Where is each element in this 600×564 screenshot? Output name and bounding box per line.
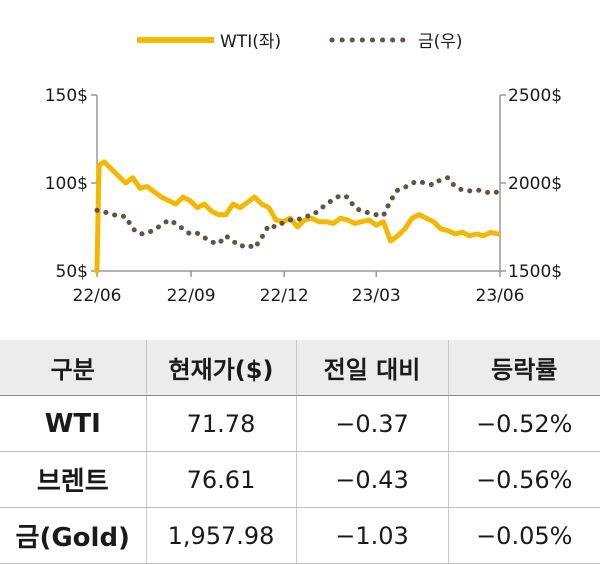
cell-change: −0.43 [295,451,448,508]
cell-change: −0.37 [295,395,448,452]
cell-change: −1.03 [295,507,448,564]
series-line-wti [94,159,501,274]
y-left-tick-label: 150$ [45,86,88,106]
price-table: 구분 현재가($) 전일 대비 등락률 WTI 71.78 −0.37 −0.5… [0,340,600,564]
table-row-wti: WTI 71.78 −0.37 −0.52% [0,395,600,452]
table-row-gold: 금(Gold) 1,957.98 −1.03 −0.05% [0,507,600,564]
x-tick-label: 22/06 [73,286,122,306]
table-row-brent: 브렌트 76.61 −0.43 −0.56% [0,451,600,508]
header-change: 전일 대비 [295,340,448,396]
chart-svg: 150$ 100$ 50$ 2500$ 2000$ 1500$ 22/06 22/09 22/1… [45,32,562,306]
legend-label-gold: 금(우) [418,32,463,52]
header-current-price: 현재가($) [145,340,296,396]
x-tick-label: 22/12 [260,286,309,306]
price-chart: 150$ 100$ 50$ 2500$ 2000$ 1500$ 22/06 22/09 22/1… [45,32,562,306]
header-category: 구분 [0,340,146,396]
series-line-gold [94,175,501,251]
x-tick-label: 23/06 [476,286,525,306]
x-tick-label: 23/03 [352,286,401,306]
cell-rate: −0.05% [447,507,600,564]
cell-rate: −0.56% [447,451,600,508]
y-right-tick-label: 1500$ [508,262,562,282]
y-right-tick-label: 2500$ [508,86,562,106]
row-label: WTI [0,395,146,452]
header-change-rate: 등락률 [447,340,600,396]
y-left-tick-label: 100$ [45,174,88,194]
y-left-tick-label: 50$ [56,262,88,282]
cell-price: 71.78 [145,395,296,452]
cell-price: 1,957.98 [145,507,296,564]
table-header-row: 구분 현재가($) 전일 대비 등락률 [0,340,600,396]
y-right-tick-label: 2000$ [508,174,562,194]
cell-rate: −0.52% [447,395,600,452]
legend-label-wti: WTI(좌) [220,32,281,52]
cell-price: 76.61 [145,451,296,508]
row-label: 금(Gold) [0,507,146,564]
x-tick-label: 22/09 [167,286,216,306]
row-label: 브렌트 [0,451,146,508]
